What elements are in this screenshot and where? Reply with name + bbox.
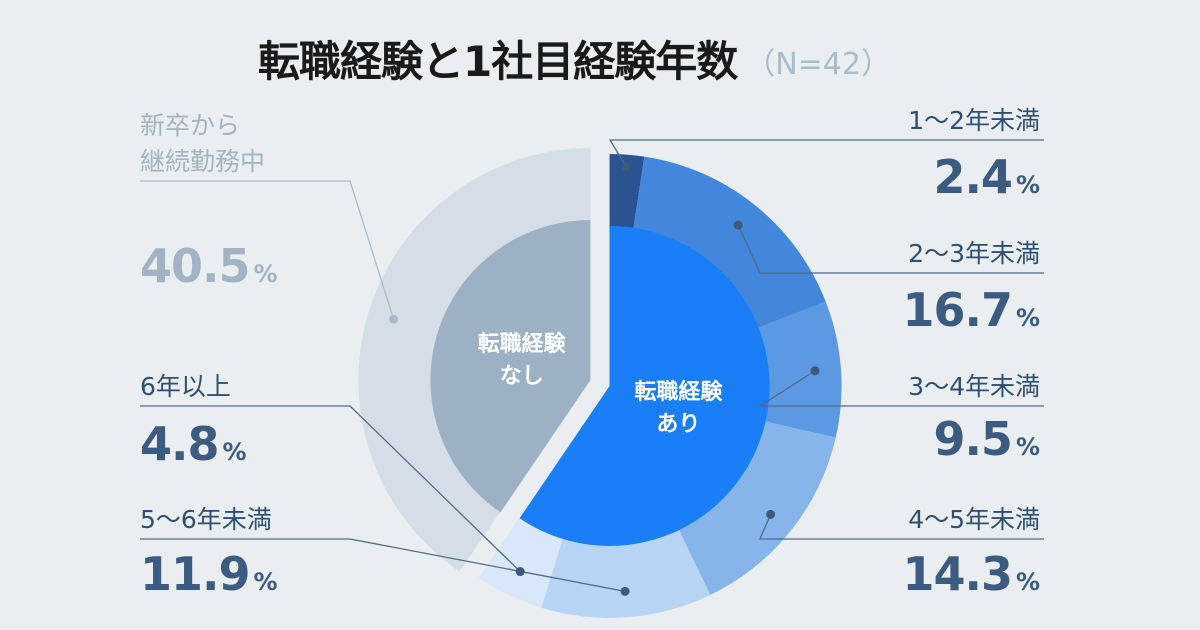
outer-label-2: 3〜4年未満 [908,372,1040,401]
outer-label-1: 2〜3年未満 [908,239,1040,268]
outer-label-0: 1〜2年未満 [908,106,1040,135]
outer-label-6-0: 新卒から [140,111,240,140]
leader-dot-4 [620,586,630,596]
leader-line-3 [759,514,1044,540]
chart-title-group: 転職経験と1社目経験年数 （N=42） [258,37,891,86]
leader-line-2 [757,370,1044,407]
leader-line-1 [737,224,1044,274]
inner-label-ari-1: あり [656,412,700,437]
outer-label-5: 6年以上 [140,372,231,401]
leader-dot-6 [389,314,399,324]
outer-label-3: 4〜5年未満 [908,505,1040,534]
outer-value-2: 9.5% [933,412,1040,466]
chart-title: 転職経験と1社目経験年数 [258,37,738,86]
inner-label-nashi-1: なし [500,364,544,389]
outer-value-4: 11.9% [140,547,278,601]
outer-value-0: 2.4% [933,150,1040,204]
leader-dot-5 [515,567,525,577]
leader-dot-1 [733,220,743,230]
outer-label-6-1: 継続勤務中 [140,147,265,176]
inner-slice-nashi [430,220,591,513]
leader-lines-layer [140,139,1044,596]
leader-dot-0 [621,162,631,172]
inner-label-nashi-0: 転職経験 [478,331,567,357]
inner-label-ari-0: 転職経験 [634,379,723,405]
leader-dot-2 [810,366,820,376]
leader-line-5 [140,405,521,573]
inner-slice-ari [519,225,770,546]
leader-line-0 [608,139,1044,167]
outer-value-5: 4.8% [140,417,247,471]
slices-layer [358,148,842,618]
leader-line-6 [140,180,395,320]
outer-value-1: 16.7% [902,283,1040,337]
leader-dot-3 [766,509,776,519]
leader-line-4 [140,538,626,592]
outer-value-6: 40.5% [140,239,278,293]
outer-label-4: 5〜6年未満 [140,505,272,534]
outer-value-3: 14.3% [902,547,1040,601]
chart-sample-size: （N=42） [745,47,891,82]
